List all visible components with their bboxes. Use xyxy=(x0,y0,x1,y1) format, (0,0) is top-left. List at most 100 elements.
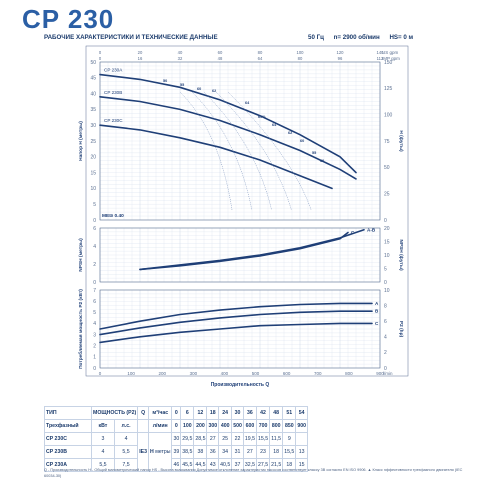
page-title: CP 230 xyxy=(22,4,115,34)
efficiency-label: 64 xyxy=(272,123,277,127)
top-unit-label: IMP gpm xyxy=(382,56,400,61)
table-q-lmin-10: 900 xyxy=(295,419,308,433)
table-cell: 38 xyxy=(193,445,208,459)
y-right-tick-label: 15 xyxy=(384,239,390,245)
x-tick-label: 400 xyxy=(221,371,229,376)
y-tick-label: 45 xyxy=(90,76,96,82)
frequency-label: 50 Гц xyxy=(308,34,324,41)
efficiency-label: 50 xyxy=(320,159,324,163)
y-right-tick-label: 125 xyxy=(384,86,393,92)
table-model: CP 230A xyxy=(44,458,92,472)
table-cell: 18 xyxy=(269,445,284,459)
table-h-unit: метры xyxy=(155,449,171,455)
table-cell: 45,5 xyxy=(180,458,195,472)
series-label: B xyxy=(375,309,379,314)
series-line-cp-230a xyxy=(99,73,357,174)
y-right-tick-label: 4 xyxy=(384,335,387,341)
y-tick-label: 2 xyxy=(93,262,96,268)
footnotes: Q - Производительность H - Общий маномет… xyxy=(44,468,463,478)
series-label: CP 230A xyxy=(104,68,123,73)
table-row: CP 230C 3 4 IE3 H метры 30 29,5 28,5 27 … xyxy=(44,432,308,472)
table-row: CP 230A 5,5 7,5 46 45,5 44,5 43 40,5 37 … xyxy=(44,458,308,472)
efficiency-label: 50 xyxy=(163,79,167,83)
table-cell: 28,5 xyxy=(193,432,208,446)
table-cell: 18 xyxy=(282,458,297,472)
y-right-tick-label: 0 xyxy=(384,280,387,286)
efficiency-curve xyxy=(191,91,253,211)
x-tick-label: 100 xyxy=(127,371,135,376)
table-q-lmin-6: 600 xyxy=(242,419,258,433)
efficiency-label: 55 xyxy=(180,83,184,87)
y-right-tick-label: 2 xyxy=(384,350,387,356)
table-cell: 23 xyxy=(255,445,271,459)
table-q-m3h-9: 51 xyxy=(282,406,297,420)
y-tick-label: 10 xyxy=(90,186,96,192)
table-kw: 4 xyxy=(91,445,115,459)
y-right-axis-label: P2 (hp) xyxy=(398,321,404,338)
y-tick-label: 0 xyxy=(93,366,96,372)
table-q-m3h-8: 48 xyxy=(269,406,284,420)
y-right-tick-label: 100 xyxy=(384,112,393,118)
series-line-c xyxy=(99,322,373,344)
series-label: A-B xyxy=(367,227,376,232)
y-tick-label: 15 xyxy=(90,170,96,176)
table-header-type: ТИП xyxy=(44,406,92,420)
table-q-lmin-1: 100 xyxy=(180,419,195,433)
table-cell: 15 xyxy=(295,458,308,472)
table-header-lmin: л/мин xyxy=(147,419,173,433)
table-h-symbol: H xyxy=(149,449,154,455)
x-tick-label: 800 xyxy=(345,371,353,376)
y-tick-label: 7 xyxy=(93,288,96,294)
top-tick-label: 20 xyxy=(138,50,143,55)
top-tick-label: 80 xyxy=(298,56,303,61)
efficiency-label: 65% xyxy=(258,115,266,119)
table-cell: 13 xyxy=(295,445,308,459)
table-header-power: МОЩНОСТЬ (P2) xyxy=(90,406,139,420)
table-q-m3h-5: 30 xyxy=(231,406,244,420)
y-tick-label: 30 xyxy=(90,123,96,129)
y-tick-label: 2 xyxy=(93,344,96,350)
table-q-m3h-4: 24 xyxy=(218,406,233,420)
table-cell: 19,5 xyxy=(242,432,258,446)
y-right-tick-label: 8 xyxy=(384,303,387,309)
efficiency-curve xyxy=(179,91,233,211)
table-header-hp: л.с. xyxy=(113,419,139,433)
table-q-lmin-7: 700 xyxy=(255,419,271,433)
top-tick-label: 80 xyxy=(258,50,263,55)
series-line-b xyxy=(99,310,373,336)
top-tick-label: 64 xyxy=(258,56,263,61)
x-tick-label: 500 xyxy=(252,371,260,376)
table-hp: 5,5 xyxy=(113,445,139,459)
series-line-cp-230c xyxy=(99,124,333,190)
mei-label: MEI≥ 0.40 xyxy=(102,213,124,219)
y-tick-label: 25 xyxy=(90,139,96,145)
y-right-tick-label: 10 xyxy=(384,253,390,259)
table-cell: 25 xyxy=(218,432,233,446)
top-tick-label: 120 xyxy=(337,50,345,55)
plot-frame xyxy=(99,61,381,221)
series-line-a xyxy=(99,302,373,330)
table-cell: 11,5 xyxy=(269,432,284,446)
y-axis-label: Потребляемая мощность P2 (кВт) xyxy=(77,289,84,369)
y-tick-label: 6 xyxy=(93,299,96,305)
top-tick-label: 96 xyxy=(338,56,343,61)
y-right-tick-label: 6 xyxy=(384,319,387,325)
efficiency-label: 60 xyxy=(197,87,201,91)
table-cell: 36 xyxy=(206,445,220,459)
y-right-tick-label: 50 xyxy=(384,165,390,171)
table-cell: 34 xyxy=(218,445,233,459)
table-cell: 44,5 xyxy=(193,458,208,472)
top-tick-label: 16 xyxy=(138,56,143,61)
efficiency-label: 62 xyxy=(288,131,292,135)
spec-table: ТИП МОЩНОСТЬ (P2) Q м³/час 0 6 12 18 24 … xyxy=(44,406,308,472)
table-q-m3h-7: 42 xyxy=(255,406,271,420)
y-tick-label: 4 xyxy=(93,321,96,327)
table-q-lmin-9: 850 xyxy=(282,419,297,433)
y-tick-label: 5 xyxy=(93,310,96,316)
top-tick-label: 40 xyxy=(178,50,183,55)
y-right-tick-label: 5 xyxy=(384,266,387,272)
x-axis-label: Производительность Q xyxy=(211,382,270,388)
table-cell: 27 xyxy=(242,445,258,459)
x-tick-label: 700 xyxy=(314,371,322,376)
y-tick-label: 5 xyxy=(93,202,96,208)
